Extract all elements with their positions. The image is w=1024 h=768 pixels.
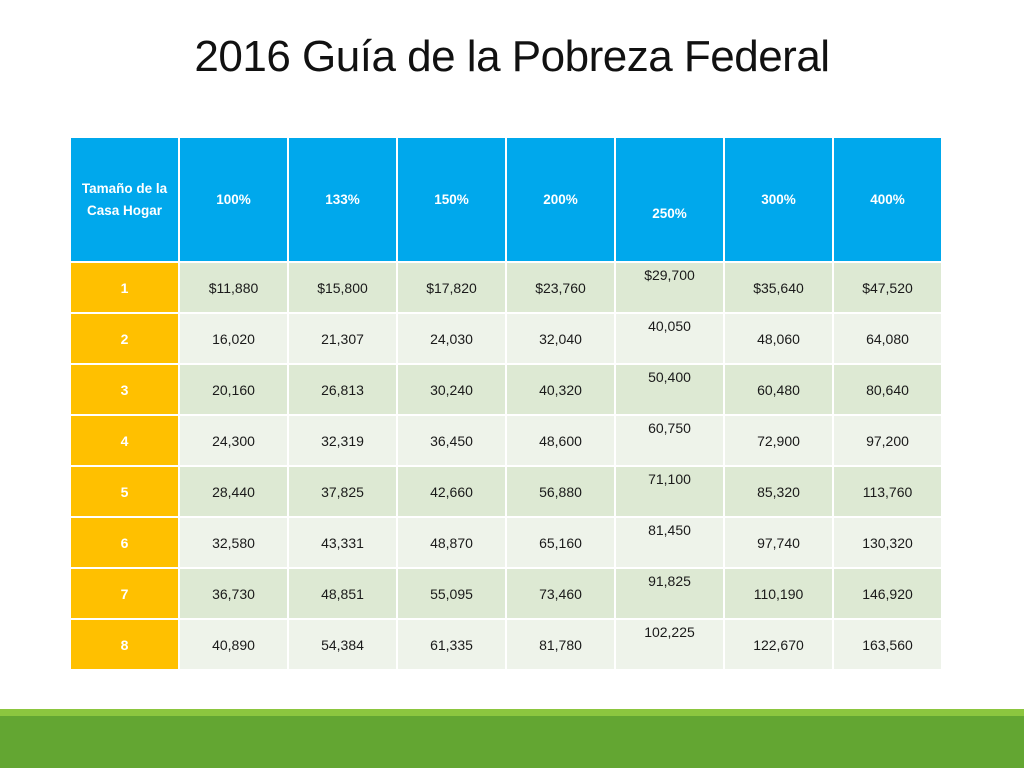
income-cell: 80,640 bbox=[832, 363, 943, 416]
household-size-cell: 8 bbox=[69, 618, 180, 671]
income-cell: 24,030 bbox=[396, 312, 507, 365]
income-cell: $11,880 bbox=[178, 261, 289, 314]
income-cell: 110,190 bbox=[723, 567, 834, 620]
income-cell: 102,225 bbox=[614, 618, 725, 671]
income-cell: 64,080 bbox=[832, 312, 943, 365]
footer-accent-stripe bbox=[0, 709, 1024, 716]
income-cell: 40,890 bbox=[178, 618, 289, 671]
income-cell: 72,900 bbox=[723, 414, 834, 467]
income-cell: 26,813 bbox=[287, 363, 398, 416]
table-body: 1 $11,880 $15,800 $17,820 $23,760 $29,700 $35,… bbox=[69, 261, 943, 671]
income-cell: 85,320 bbox=[723, 465, 834, 518]
income-cell: 163,560 bbox=[832, 618, 943, 671]
income-cell: 28,440 bbox=[178, 465, 289, 518]
income-cell: 36,450 bbox=[396, 414, 507, 467]
income-cell: $17,820 bbox=[396, 261, 507, 314]
income-cell: 97,740 bbox=[723, 516, 834, 569]
table-row: 4 24,300 32,319 36,450 48,600 60,750 72,900 97,… bbox=[69, 414, 943, 467]
income-cell: 24,300 bbox=[178, 414, 289, 467]
income-cell: 73,460 bbox=[505, 567, 616, 620]
header-133-percent: 133% bbox=[287, 136, 398, 263]
header-100-percent: 100% bbox=[178, 136, 289, 263]
table-row: 8 40,890 54,384 61,335 81,780 102,225 122,670 1… bbox=[69, 618, 943, 671]
income-cell: 91,825 bbox=[614, 567, 725, 620]
income-cell: 40,050 bbox=[614, 312, 725, 365]
table-row: 7 36,730 48,851 55,095 73,460 91,825 110,190 14… bbox=[69, 567, 943, 620]
income-cell: 81,780 bbox=[505, 618, 616, 671]
income-cell: 122,670 bbox=[723, 618, 834, 671]
household-size-cell: 7 bbox=[69, 567, 180, 620]
income-cell: 40,320 bbox=[505, 363, 616, 416]
table-row: 5 28,440 37,825 42,660 56,880 71,100 85,320 113… bbox=[69, 465, 943, 518]
income-cell: 30,240 bbox=[396, 363, 507, 416]
household-size-cell: 5 bbox=[69, 465, 180, 518]
income-cell: 50,400 bbox=[614, 363, 725, 416]
income-cell: 43,331 bbox=[287, 516, 398, 569]
income-cell: $15,800 bbox=[287, 261, 398, 314]
income-cell: 16,020 bbox=[178, 312, 289, 365]
income-cell: 71,100 bbox=[614, 465, 725, 518]
header-200-percent: 200% bbox=[505, 136, 616, 263]
income-cell: 36,730 bbox=[178, 567, 289, 620]
poverty-guideline-table: Tamaño de la Casa Hogar 100% 133% 150% 2… bbox=[69, 136, 943, 671]
table-row: 6 32,580 43,331 48,870 65,160 81,450 97,740 130… bbox=[69, 516, 943, 569]
income-cell: 48,870 bbox=[396, 516, 507, 569]
table-row: 1 $11,880 $15,800 $17,820 $23,760 $29,700 $35,… bbox=[69, 261, 943, 314]
income-cell: $47,520 bbox=[832, 261, 943, 314]
income-cell: 37,825 bbox=[287, 465, 398, 518]
income-cell: $23,760 bbox=[505, 261, 616, 314]
income-cell: $29,700 bbox=[614, 261, 725, 314]
header-300-percent: 300% bbox=[723, 136, 834, 263]
income-cell: 32,580 bbox=[178, 516, 289, 569]
household-size-cell: 1 bbox=[69, 261, 180, 314]
page-title: 2016 Guía de la Pobreza Federal bbox=[194, 32, 830, 81]
table-row: 2 16,020 21,307 24,030 32,040 40,050 48,060 64,… bbox=[69, 312, 943, 365]
household-size-cell: 2 bbox=[69, 312, 180, 365]
income-cell: 48,851 bbox=[287, 567, 398, 620]
income-cell: 32,040 bbox=[505, 312, 616, 365]
table-row: 3 20,160 26,813 30,240 40,320 50,400 60,480 80,… bbox=[69, 363, 943, 416]
income-cell: $35,640 bbox=[723, 261, 834, 314]
income-cell: 48,060 bbox=[723, 312, 834, 365]
header-400-percent: 400% bbox=[832, 136, 943, 263]
income-cell: 48,600 bbox=[505, 414, 616, 467]
income-cell: 113,760 bbox=[832, 465, 943, 518]
household-size-cell: 4 bbox=[69, 414, 180, 467]
header-150-percent: 150% bbox=[396, 136, 507, 263]
income-cell: 60,750 bbox=[614, 414, 725, 467]
income-cell: 65,160 bbox=[505, 516, 616, 569]
income-cell: 56,880 bbox=[505, 465, 616, 518]
header-household-size: Tamaño de la Casa Hogar bbox=[69, 136, 180, 263]
income-cell: 55,095 bbox=[396, 567, 507, 620]
header-250-percent: 250% bbox=[614, 136, 725, 263]
household-size-cell: 3 bbox=[69, 363, 180, 416]
household-size-cell: 6 bbox=[69, 516, 180, 569]
income-cell: 54,384 bbox=[287, 618, 398, 671]
table-header-row: Tamaño de la Casa Hogar 100% 133% 150% 2… bbox=[69, 136, 943, 263]
income-cell: 97,200 bbox=[832, 414, 943, 467]
income-cell: 21,307 bbox=[287, 312, 398, 365]
income-cell: 32,319 bbox=[287, 414, 398, 467]
footer-band bbox=[0, 716, 1024, 768]
income-cell: 42,660 bbox=[396, 465, 507, 518]
income-cell: 146,920 bbox=[832, 567, 943, 620]
income-cell: 61,335 bbox=[396, 618, 507, 671]
income-cell: 60,480 bbox=[723, 363, 834, 416]
income-cell: 20,160 bbox=[178, 363, 289, 416]
income-cell: 81,450 bbox=[614, 516, 725, 569]
income-cell: 130,320 bbox=[832, 516, 943, 569]
